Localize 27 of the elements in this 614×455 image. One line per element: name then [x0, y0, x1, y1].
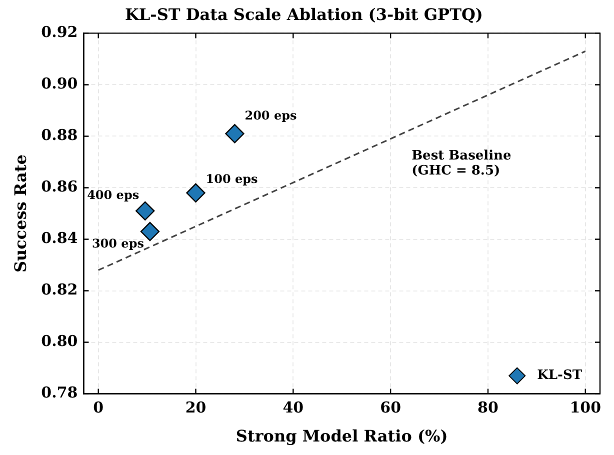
annotation: 200 eps	[244, 108, 297, 123]
annotation: 300 eps	[92, 236, 144, 251]
y-axis-title: Success Rate	[10, 154, 30, 273]
y-tick-label: 0.84	[41, 229, 78, 248]
x-tick-label: 100	[570, 398, 602, 417]
chart-title: KL-ST Data Scale Ablation (3-bit GPTQ)	[125, 4, 483, 24]
y-tick-label: 0.80	[41, 332, 78, 350]
y-tick-label: 0.90	[41, 74, 78, 93]
y-tick-label: 0.78	[41, 384, 78, 402]
x-tick-label: 80	[478, 398, 498, 417]
point	[136, 201, 155, 221]
annotation: 100 eps	[206, 172, 258, 186]
x-tick-label: 20	[185, 398, 206, 417]
annotation: Best Baseline (GHC = 8.5)	[412, 148, 512, 178]
x-axis-title: Strong Model Ratio (%)	[236, 426, 448, 446]
y-tick-label: 0.86	[41, 178, 78, 196]
point	[186, 183, 206, 202]
x-tick-label: 0	[93, 398, 104, 417]
y-tick-label: 0.82	[41, 280, 78, 299]
y-tick-label: 0.88	[41, 126, 78, 144]
x-tick-label: 40	[282, 398, 304, 417]
point	[225, 124, 244, 144]
annotation: 400 eps	[87, 188, 140, 202]
y-tick-label: 0.92	[41, 23, 78, 42]
point	[140, 222, 160, 242]
legend-label: KL-ST	[537, 368, 582, 384]
x-tick-label: 60	[380, 398, 402, 417]
